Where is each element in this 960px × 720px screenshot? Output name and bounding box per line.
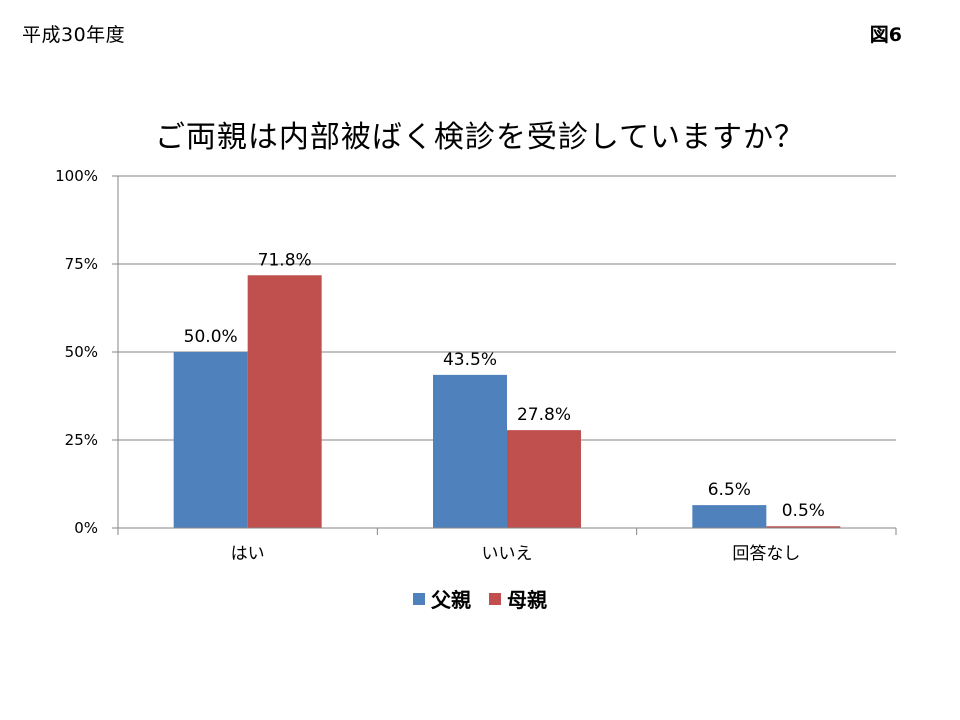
data-label: 27.8%: [517, 405, 571, 425]
bar-mother: [766, 526, 841, 528]
y-tick-label: 25%: [65, 431, 98, 449]
data-label: 43.5%: [443, 350, 497, 370]
bar-father: [173, 352, 248, 528]
data-label: 71.8%: [258, 250, 312, 270]
y-tick-label: 0%: [74, 519, 98, 537]
y-tick-label: 100%: [55, 167, 98, 185]
x-category-label: いいえ: [482, 544, 533, 564]
x-category-label: はい: [231, 544, 265, 564]
year-label: 平成30年度: [22, 24, 126, 46]
legend-swatch-mother: [489, 592, 501, 605]
x-category-label: 回答なし: [732, 544, 800, 564]
y-tick-label: 75%: [65, 255, 98, 273]
chart-title: ご両親は内部被ばく検診を受診していますか？: [154, 120, 806, 155]
bar-mother: [247, 275, 322, 528]
data-label: 0.5%: [782, 501, 825, 521]
bar-father: [433, 374, 507, 528]
bar-father: [692, 505, 767, 528]
legend-label-mother: 母親: [507, 588, 547, 612]
bar-mother: [507, 430, 581, 528]
data-label: 50.0%: [184, 327, 238, 347]
figure-number: 図6: [869, 24, 902, 46]
legend-label-father: 父親: [431, 588, 471, 612]
data-label: 6.5%: [708, 480, 751, 500]
y-tick-label: 50%: [65, 343, 98, 361]
chart-legend: 父親 母親: [0, 584, 960, 613]
legend-swatch-father: [413, 592, 425, 605]
legend-item-father: 父親: [413, 584, 471, 613]
legend-item-mother: 母親: [489, 584, 547, 613]
